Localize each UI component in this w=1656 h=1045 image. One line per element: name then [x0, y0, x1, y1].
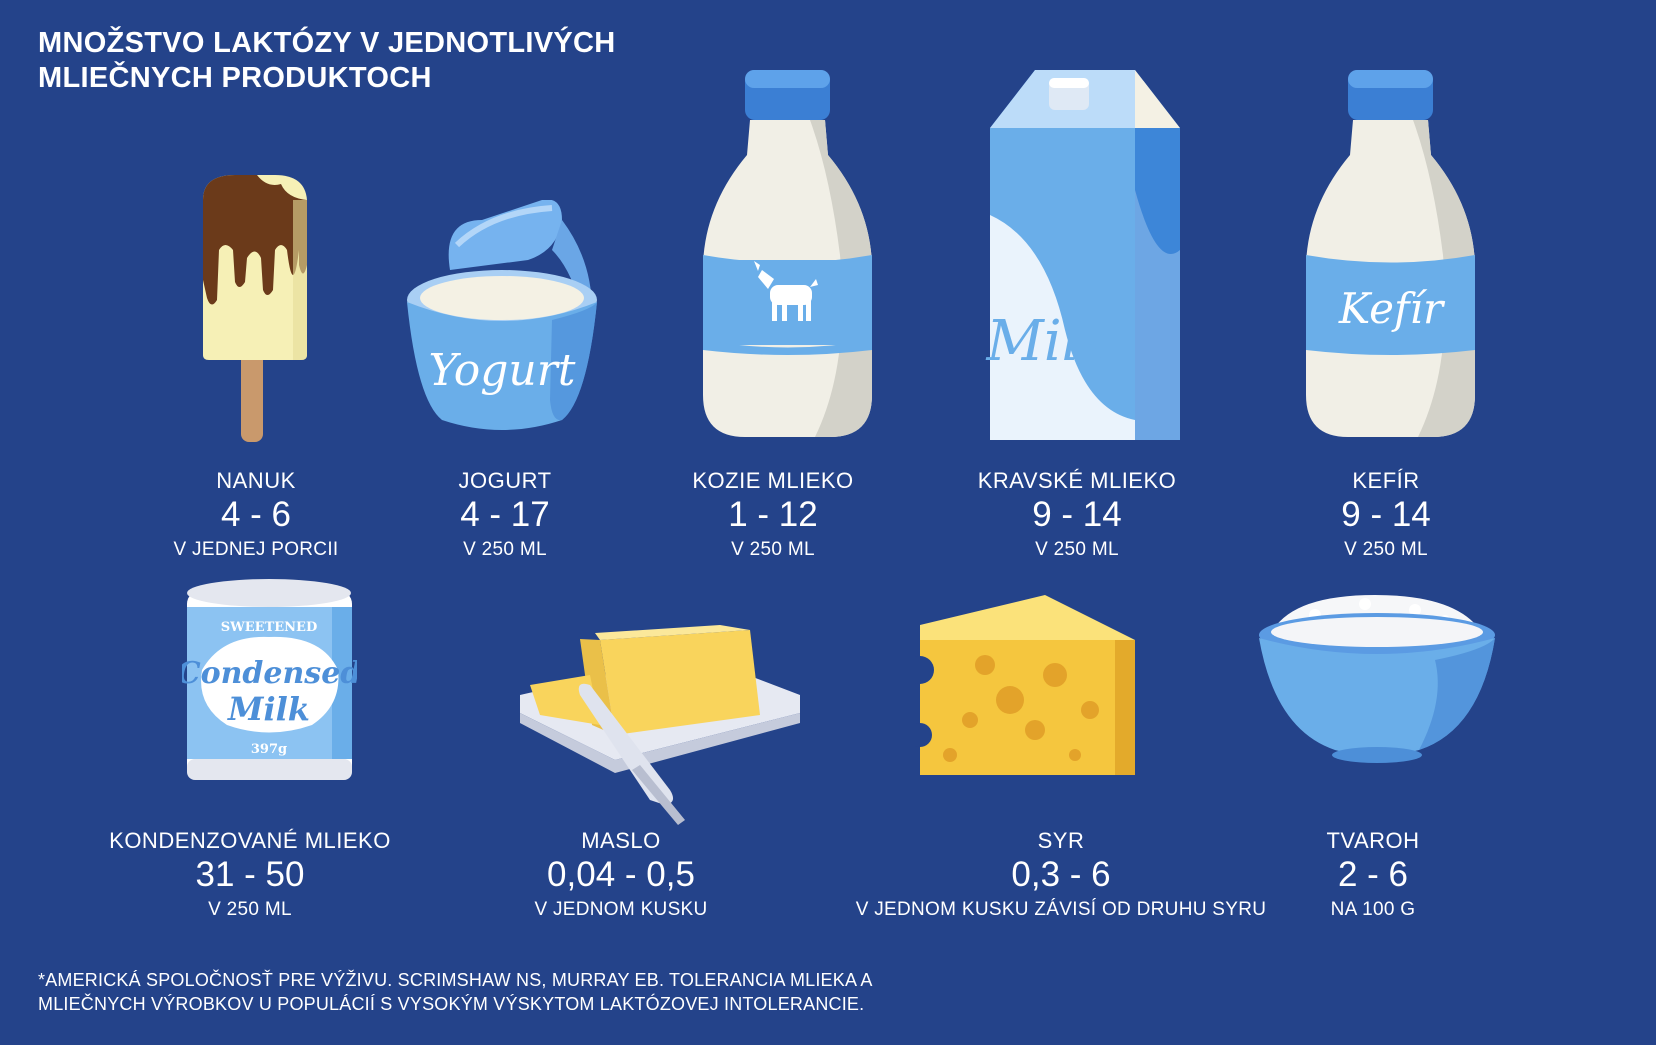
product-label-kondenzovane-mlieko: KONDENZOVANÉ MLIEKO 31 - 50 V 250 ML — [109, 828, 391, 922]
title-line-2: MLIEČNYCH PRODUKTOCH — [38, 62, 432, 94]
product-label-syr: SYR 0,3 - 6 V JEDNOM KUSKU ZÁVISÍ OD DRU… — [856, 828, 1267, 922]
product-name: TVAROH — [1326, 828, 1420, 853]
kefir-art-label: Kefír — [1338, 284, 1446, 333]
milk-art-label: Milk — [985, 309, 1113, 374]
product-unit: V 250 ML — [208, 899, 292, 920]
product-label-tvaroh: TVAROH 2 - 6 NA 100 G — [1326, 828, 1419, 922]
product-unit: NA 100 G — [1330, 899, 1416, 920]
ice-cream-bar-icon — [203, 175, 307, 442]
product-unit: V 250 ML — [731, 539, 815, 560]
product-name: SYR — [1037, 828, 1085, 853]
product-unit: V 250 ML — [1344, 539, 1428, 560]
product-name: NANUK — [216, 468, 296, 493]
product-value: 9 - 14 — [1341, 495, 1431, 534]
can-weight-label: 397g — [251, 742, 287, 757]
condensed-milk-can-icon: SWEETENED Condensed Milk 397g — [182, 579, 357, 780]
product-name: KRAVSKÉ MLIEKO — [977, 468, 1177, 493]
product-name: KEFÍR — [1352, 468, 1420, 493]
product-value: 0,3 - 6 — [1011, 855, 1111, 894]
kefir-bottle-icon: Kefír — [1306, 70, 1475, 437]
product-label-maslo: MASLO 0,04 - 0,5 V JEDNOM KUSKU — [534, 828, 707, 922]
page-title: MNOŽSTVO LAKTÓZY V JEDNOTLIVÝCH MLIEČNYC… — [38, 26, 738, 96]
footnote: *AMERICKÁ SPOLOČNOSŤ PRE VÝŽIVU. SCRIMSH… — [38, 968, 1238, 1016]
product-unit: V JEDNOM KUSKU ZÁVISÍ OD DRUHU SYRU — [855, 899, 1267, 920]
product-name: KONDENZOVANÉ MLIEKO — [109, 828, 391, 853]
milk-carton-icon: Milk — [985, 70, 1180, 440]
butter-dish-icon — [520, 625, 800, 825]
product-value: 1 - 12 — [728, 495, 818, 534]
can-main-label-1: Condensed — [182, 656, 357, 691]
product-unit: V 250 ML — [463, 539, 547, 560]
product-unit: V 250 ML — [1035, 539, 1119, 560]
product-value: 4 - 6 — [220, 495, 292, 534]
product-label-kefir: KEFÍR 9 - 14 V 250 ML — [1341, 468, 1431, 562]
cottage-cheese-bowl-icon — [1259, 595, 1495, 763]
product-value: 4 - 17 — [460, 495, 550, 534]
product-label-kravske-mlieko: KRAVSKÉ MLIEKO 9 - 14 V 250 ML — [978, 468, 1177, 562]
can-top-label: SWEETENED — [221, 620, 317, 635]
product-label-jogurt: JOGURT 4 - 17 V 250 ML — [458, 468, 551, 562]
footnote-line-1: *AMERICKÁ SPOLOČNOSŤ PRE VÝŽIVU. SCRIMSH… — [38, 970, 873, 990]
product-label-kozie-mlieko: KOZIE MLIEKO 1 - 12 V 250 ML — [692, 468, 853, 562]
yogurt-cup-icon: Yogurt — [407, 200, 597, 430]
can-main-label-2: Milk — [227, 690, 310, 728]
product-label-nanuk: NANUK 4 - 6 V JEDNEJ PORCII — [174, 468, 339, 562]
product-value: 0,04 - 0,5 — [547, 855, 695, 894]
goat-milk-bottle-icon — [703, 70, 872, 437]
product-name: MASLO — [581, 828, 661, 853]
product-name: JOGURT — [458, 468, 552, 493]
product-unit: V JEDNOM KUSKU — [534, 899, 708, 920]
product-value: 2 - 6 — [1337, 855, 1409, 894]
title-line-1: MNOŽSTVO LAKTÓZY V JEDNOTLIVÝCH — [38, 27, 616, 59]
cheese-wedge-icon — [915, 595, 1135, 775]
product-value: 31 - 50 — [195, 855, 305, 894]
product-name: KOZIE MLIEKO — [692, 468, 854, 493]
footnote-line-2: MLIEČNYCH VÝROBKOV U POPULÁCIÍ S VYSOKÝM… — [38, 994, 865, 1014]
yogurt-art-label: Yogurt — [429, 345, 576, 396]
product-value: 9 - 14 — [1032, 495, 1122, 534]
product-unit: V JEDNEJ PORCII — [173, 539, 339, 560]
